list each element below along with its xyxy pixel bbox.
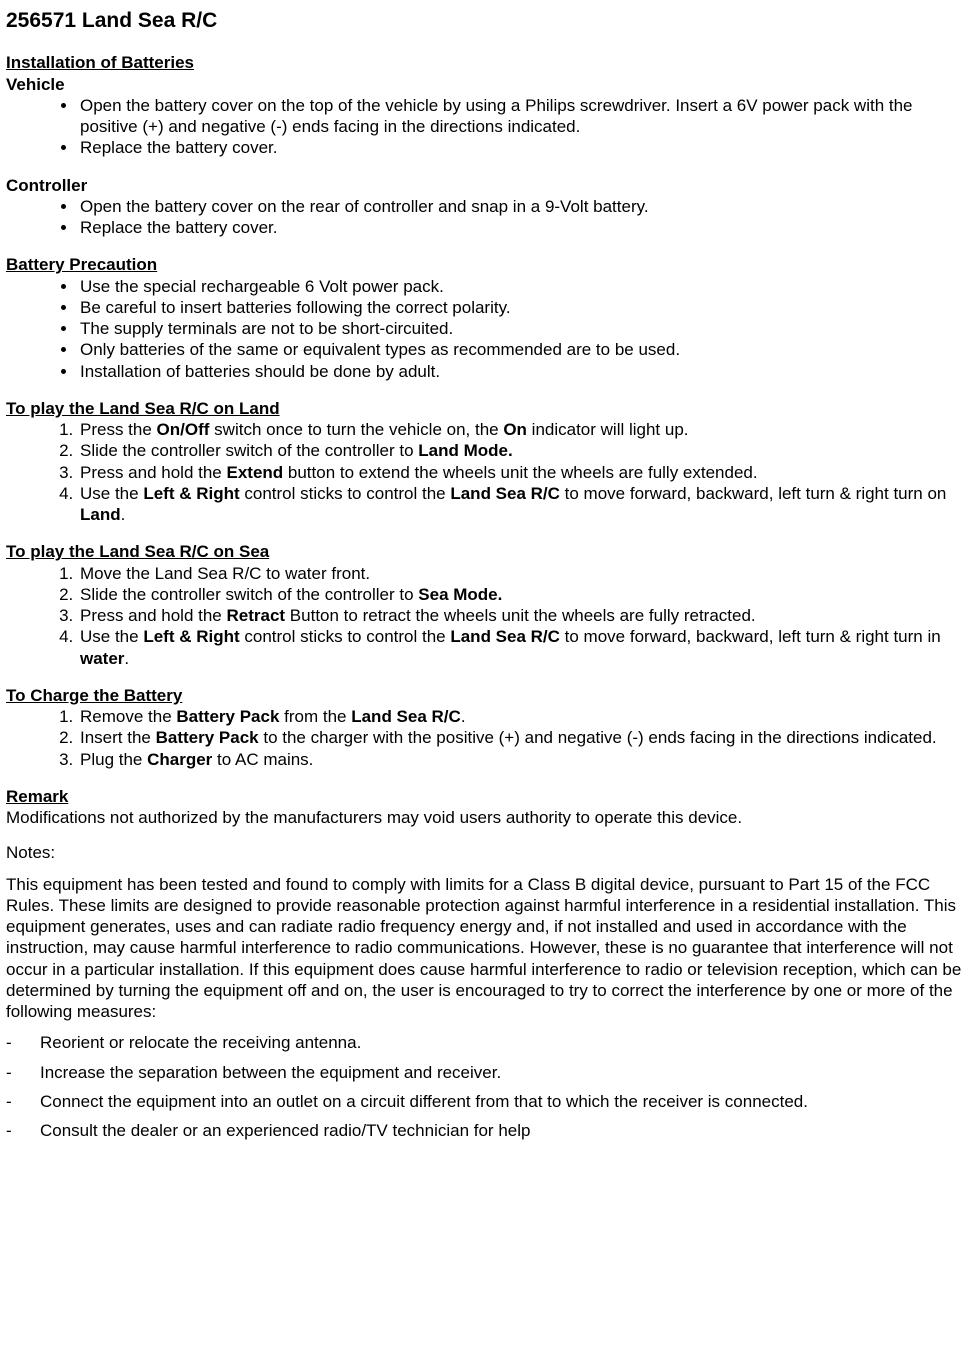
text: Use the — [80, 627, 143, 646]
text: control sticks to control the — [240, 484, 451, 503]
list-item: Reorient or relocate the receiving anten… — [6, 1032, 969, 1053]
bold-text: Retract — [226, 606, 285, 625]
text: button to extend the wheels unit the whe… — [283, 463, 757, 482]
text: water front. — [285, 564, 370, 583]
list-item: Press the On/Off switch once to turn the… — [78, 419, 969, 440]
list-item: Installation of batteries should be done… — [78, 361, 969, 382]
list-item: Plug the Charger to AC mains. — [78, 749, 969, 770]
text: . — [461, 707, 466, 726]
list-item: Use the Left & Right control sticks to c… — [78, 483, 969, 526]
bold-text: Battery Pack — [176, 707, 279, 726]
bold-text: Land Mode. — [418, 441, 512, 460]
list-item: Use the Left & Right control sticks to c… — [78, 626, 969, 669]
list-item: Open the battery cover on the top of the… — [78, 95, 969, 138]
precaution-bullet-list: Use the special rechargeable 6 Volt powe… — [6, 276, 969, 382]
section-heading-precaution: Battery Precaution — [6, 254, 969, 275]
vehicle-bullet-list: Open the battery cover on the top of the… — [6, 95, 969, 159]
list-item: Slide the controller switch of the contr… — [78, 440, 969, 461]
bold-text: Charger — [147, 750, 212, 769]
controller-bullet-list: Open the battery cover on the rear of co… — [6, 196, 969, 239]
section-heading-installation: Installation of Batteries — [6, 52, 969, 73]
sea-step-list: Move the Land Sea R/C to water front. Sl… — [6, 563, 969, 669]
notes-paragraph: This equipment has been tested and found… — [6, 874, 969, 1023]
bold-text: On — [503, 420, 527, 439]
section-heading-remark: Remark — [6, 786, 969, 807]
list-item: Replace the battery cover. — [78, 137, 969, 158]
text: . — [124, 649, 129, 668]
text: Slide the controller switch of the contr… — [80, 585, 418, 604]
list-item: Be careful to insert batteries following… — [78, 297, 969, 318]
bold-text: Extend — [226, 463, 283, 482]
list-item: Consult the dealer or an experienced rad… — [6, 1120, 969, 1141]
text: indicator will light up. — [527, 420, 689, 439]
list-item: Open the battery cover on the rear of co… — [78, 196, 969, 217]
remark-text: Modifications not authorized by the manu… — [6, 807, 969, 828]
text: Press and hold the — [80, 606, 226, 625]
list-item: Only batteries of the same or equivalent… — [78, 339, 969, 360]
list-item: Replace the battery cover. — [78, 217, 969, 238]
text: Press and hold the — [80, 463, 226, 482]
text: to AC mains. — [212, 750, 313, 769]
list-item: Slide the controller switch of the contr… — [78, 584, 969, 605]
section-heading-play-land: To play the Land Sea R/C on Land — [6, 398, 969, 419]
bold-text: Left & Right — [143, 627, 239, 646]
text: to the charger with the positive (+) and… — [259, 728, 937, 747]
notes-label: Notes: — [6, 842, 969, 863]
list-item: Increase the separation between the equi… — [6, 1062, 969, 1083]
notes-dash-list: Reorient or relocate the receiving anten… — [6, 1032, 969, 1141]
section-heading-charge: To Charge the Battery — [6, 685, 969, 706]
text: to move forward, backward, left turn & r… — [560, 484, 946, 503]
sub-heading-controller: Controller — [6, 175, 969, 196]
list-item: Move the Land Sea R/C to water front. — [78, 563, 969, 584]
bold-text: Land Sea R/C — [351, 707, 461, 726]
text: Button to retract the wheels unit the wh… — [285, 606, 756, 625]
list-item: Use the special rechargeable 6 Volt powe… — [78, 276, 969, 297]
bold-text: Land Sea R/C — [450, 484, 560, 503]
document-title: 256571 Land Sea R/C — [6, 8, 969, 34]
text: Plug the — [80, 750, 147, 769]
list-item: Connect the equipment into an outlet on … — [6, 1091, 969, 1112]
list-item: Press and hold the Extend button to exte… — [78, 462, 969, 483]
list-item: The supply terminals are not to be short… — [78, 318, 969, 339]
text: Use the — [80, 484, 143, 503]
section-heading-play-sea: To play the Land Sea R/C on Sea — [6, 541, 969, 562]
text: control sticks to control the — [240, 627, 451, 646]
list-item: Press and hold the Retract Button to ret… — [78, 605, 969, 626]
charge-step-list: Remove the Battery Pack from the Land Se… — [6, 706, 969, 770]
list-item: Remove the Battery Pack from the Land Se… — [78, 706, 969, 727]
text: switch once to turn the vehicle on, the — [209, 420, 503, 439]
bold-text: water — [80, 649, 124, 668]
text: Move the Land Sea R/C to — [80, 564, 285, 583]
list-item: Insert the Battery Pack to the charger w… — [78, 727, 969, 748]
bold-text: Battery Pack — [156, 728, 259, 747]
text: Slide the controller switch of the contr… — [80, 441, 418, 460]
bold-text: Sea Mode. — [418, 585, 502, 604]
bold-text: Land — [80, 505, 121, 524]
text: to move forward, backward, left turn & r… — [560, 627, 941, 646]
bold-text: Left & Right — [143, 484, 239, 503]
text: from the — [279, 707, 351, 726]
text: Remove the — [80, 707, 176, 726]
sub-heading-vehicle: Vehicle — [6, 74, 969, 95]
land-step-list: Press the On/Off switch once to turn the… — [6, 419, 969, 525]
bold-text: On/Off — [157, 420, 210, 439]
text: Insert the — [80, 728, 156, 747]
bold-text: Land Sea R/C — [450, 627, 560, 646]
text: Press the — [80, 420, 157, 439]
text: . — [121, 505, 126, 524]
